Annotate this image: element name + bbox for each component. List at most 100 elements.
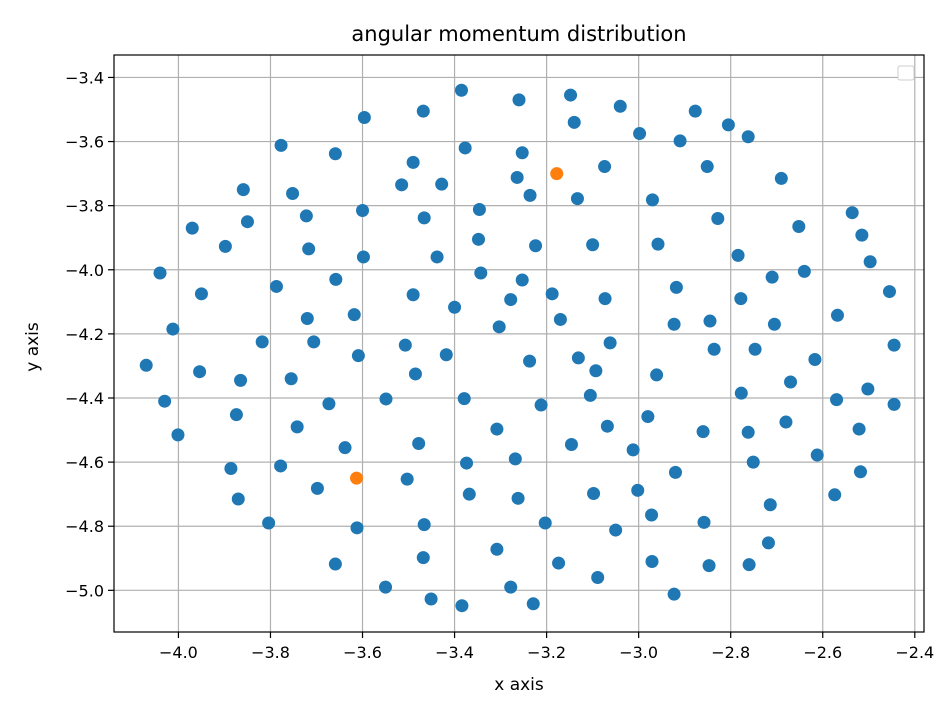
data-point [651,237,665,251]
data-point [552,556,566,570]
data-point [515,273,529,287]
data-point [529,239,543,253]
data-point [455,599,469,613]
data-point [538,516,552,530]
data-point [591,571,605,585]
data-point [887,397,901,411]
y-tick-label: −4.8 [65,517,104,536]
data-point [583,388,597,402]
data-point [669,280,683,294]
y-tick-label: −4.2 [65,325,104,344]
data-point [734,292,748,306]
data-point [553,312,567,326]
data-point [462,487,476,501]
data-point [417,211,431,225]
data-point [274,459,288,473]
data-point [310,481,324,495]
data-point [598,160,612,174]
data-point [329,272,343,286]
grid [114,55,924,632]
data-point [667,587,681,601]
data-point [229,408,243,422]
data-point [731,248,745,262]
data-point [356,203,370,217]
data-point [416,104,430,118]
data-point [784,375,798,389]
data-point [255,335,269,349]
data-point [523,354,537,368]
data-point [457,392,471,406]
data-point [224,462,238,476]
data-point [286,186,300,200]
data-point [853,465,867,479]
data-point [564,88,578,102]
data-point [236,183,250,197]
data-point [845,206,859,220]
data-point [416,551,430,565]
data-point [534,398,548,412]
data-point [218,239,232,253]
data-point [153,266,167,280]
data-point [300,311,314,325]
data-point [702,559,716,573]
data-point [863,255,877,269]
data-point [567,115,581,129]
data-point [490,422,504,436]
data-point [379,580,393,594]
data-point [357,111,371,125]
data-point [861,382,875,396]
data-point [589,364,603,378]
data-point [570,192,584,206]
x-tick-label: −2.8 [711,643,750,662]
data-point [688,104,702,118]
data-point [515,146,529,160]
data-points [139,83,901,613]
data-point [510,170,524,184]
data-point [852,422,866,436]
data-point [645,193,659,207]
y-tick-label: −4.4 [65,389,104,408]
data-point [808,353,822,367]
data-point [696,425,710,439]
data-point [472,232,485,246]
x-tick-label: −3.8 [251,643,290,662]
data-point [302,242,316,256]
x-tick-label: −2.4 [895,643,934,662]
data-point [526,597,540,611]
data-point [626,443,640,457]
data-point [350,471,364,485]
data-point [448,300,462,314]
data-point [667,317,681,331]
data-point [633,127,647,141]
data-point [185,221,199,235]
data-point [887,338,901,352]
y-tick-label: −3.4 [65,68,104,87]
data-point [351,349,365,363]
data-point [703,314,717,328]
data-point [290,420,304,434]
data-point [545,287,559,301]
x-tick-label: −4.0 [159,643,198,662]
data-point [240,215,254,229]
x-tick-label: −3.4 [435,643,474,662]
y-axis-ticks: −3.4 −3.6 −3.8 −4.0 −4.2 −4.4 −4.6 −4.8 −5.0 [65,68,114,600]
data-point [564,437,578,451]
data-point [262,516,276,530]
data-point [400,472,414,486]
data-point [763,498,777,512]
data-point [742,558,756,572]
data-point [435,177,449,191]
data-point [490,542,504,556]
data-point [668,465,682,479]
chart-title: angular momentum distribution [351,22,686,46]
data-point [508,452,522,466]
data-point [166,322,180,336]
y-tick-label: −5.0 [65,581,104,600]
data-point [741,425,755,439]
y-axis-label: y axis [23,322,43,372]
data-point [828,488,842,502]
data-point [797,264,811,278]
data-point [767,317,781,331]
data-point [774,171,788,185]
data-point [550,167,564,181]
